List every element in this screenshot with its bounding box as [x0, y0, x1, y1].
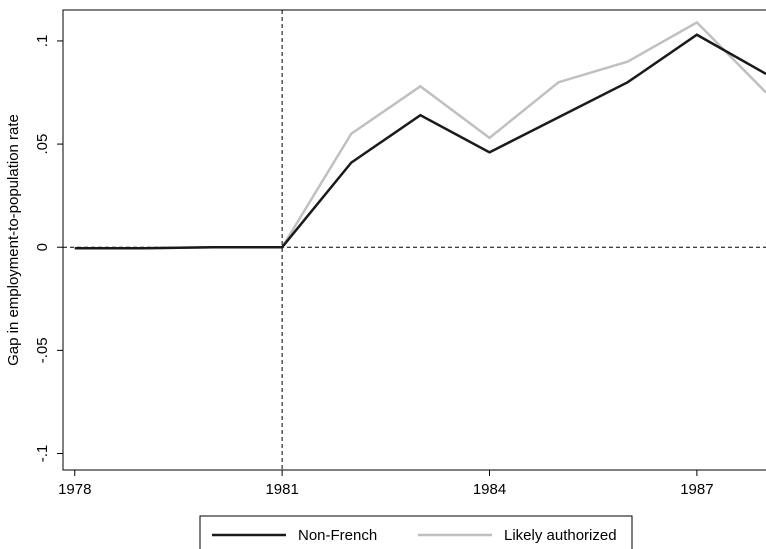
legend-box — [199, 515, 633, 549]
x-tick-label: 1978 — [58, 481, 91, 498]
x-tick-label: 1984 — [473, 481, 506, 498]
legend-label: Likely authorized — [504, 527, 617, 544]
series-line — [74, 20, 766, 250]
series-line — [74, 33, 766, 250]
y-tick-label: -.05 — [34, 337, 51, 363]
legend-label: Non-French — [298, 527, 377, 544]
x-tick-label: 1987 — [680, 481, 713, 498]
y-tick-label: .05 — [34, 134, 51, 155]
plot-frame — [62, 9, 766, 471]
y-tick-label: -.1 — [34, 445, 51, 463]
y-tick-label: 0 — [34, 243, 51, 251]
x-tick-label: 1981 — [265, 481, 298, 498]
y-tick-label: .1 — [34, 35, 51, 48]
y-axis-label: Gap in employment-to-population rate — [5, 114, 22, 366]
